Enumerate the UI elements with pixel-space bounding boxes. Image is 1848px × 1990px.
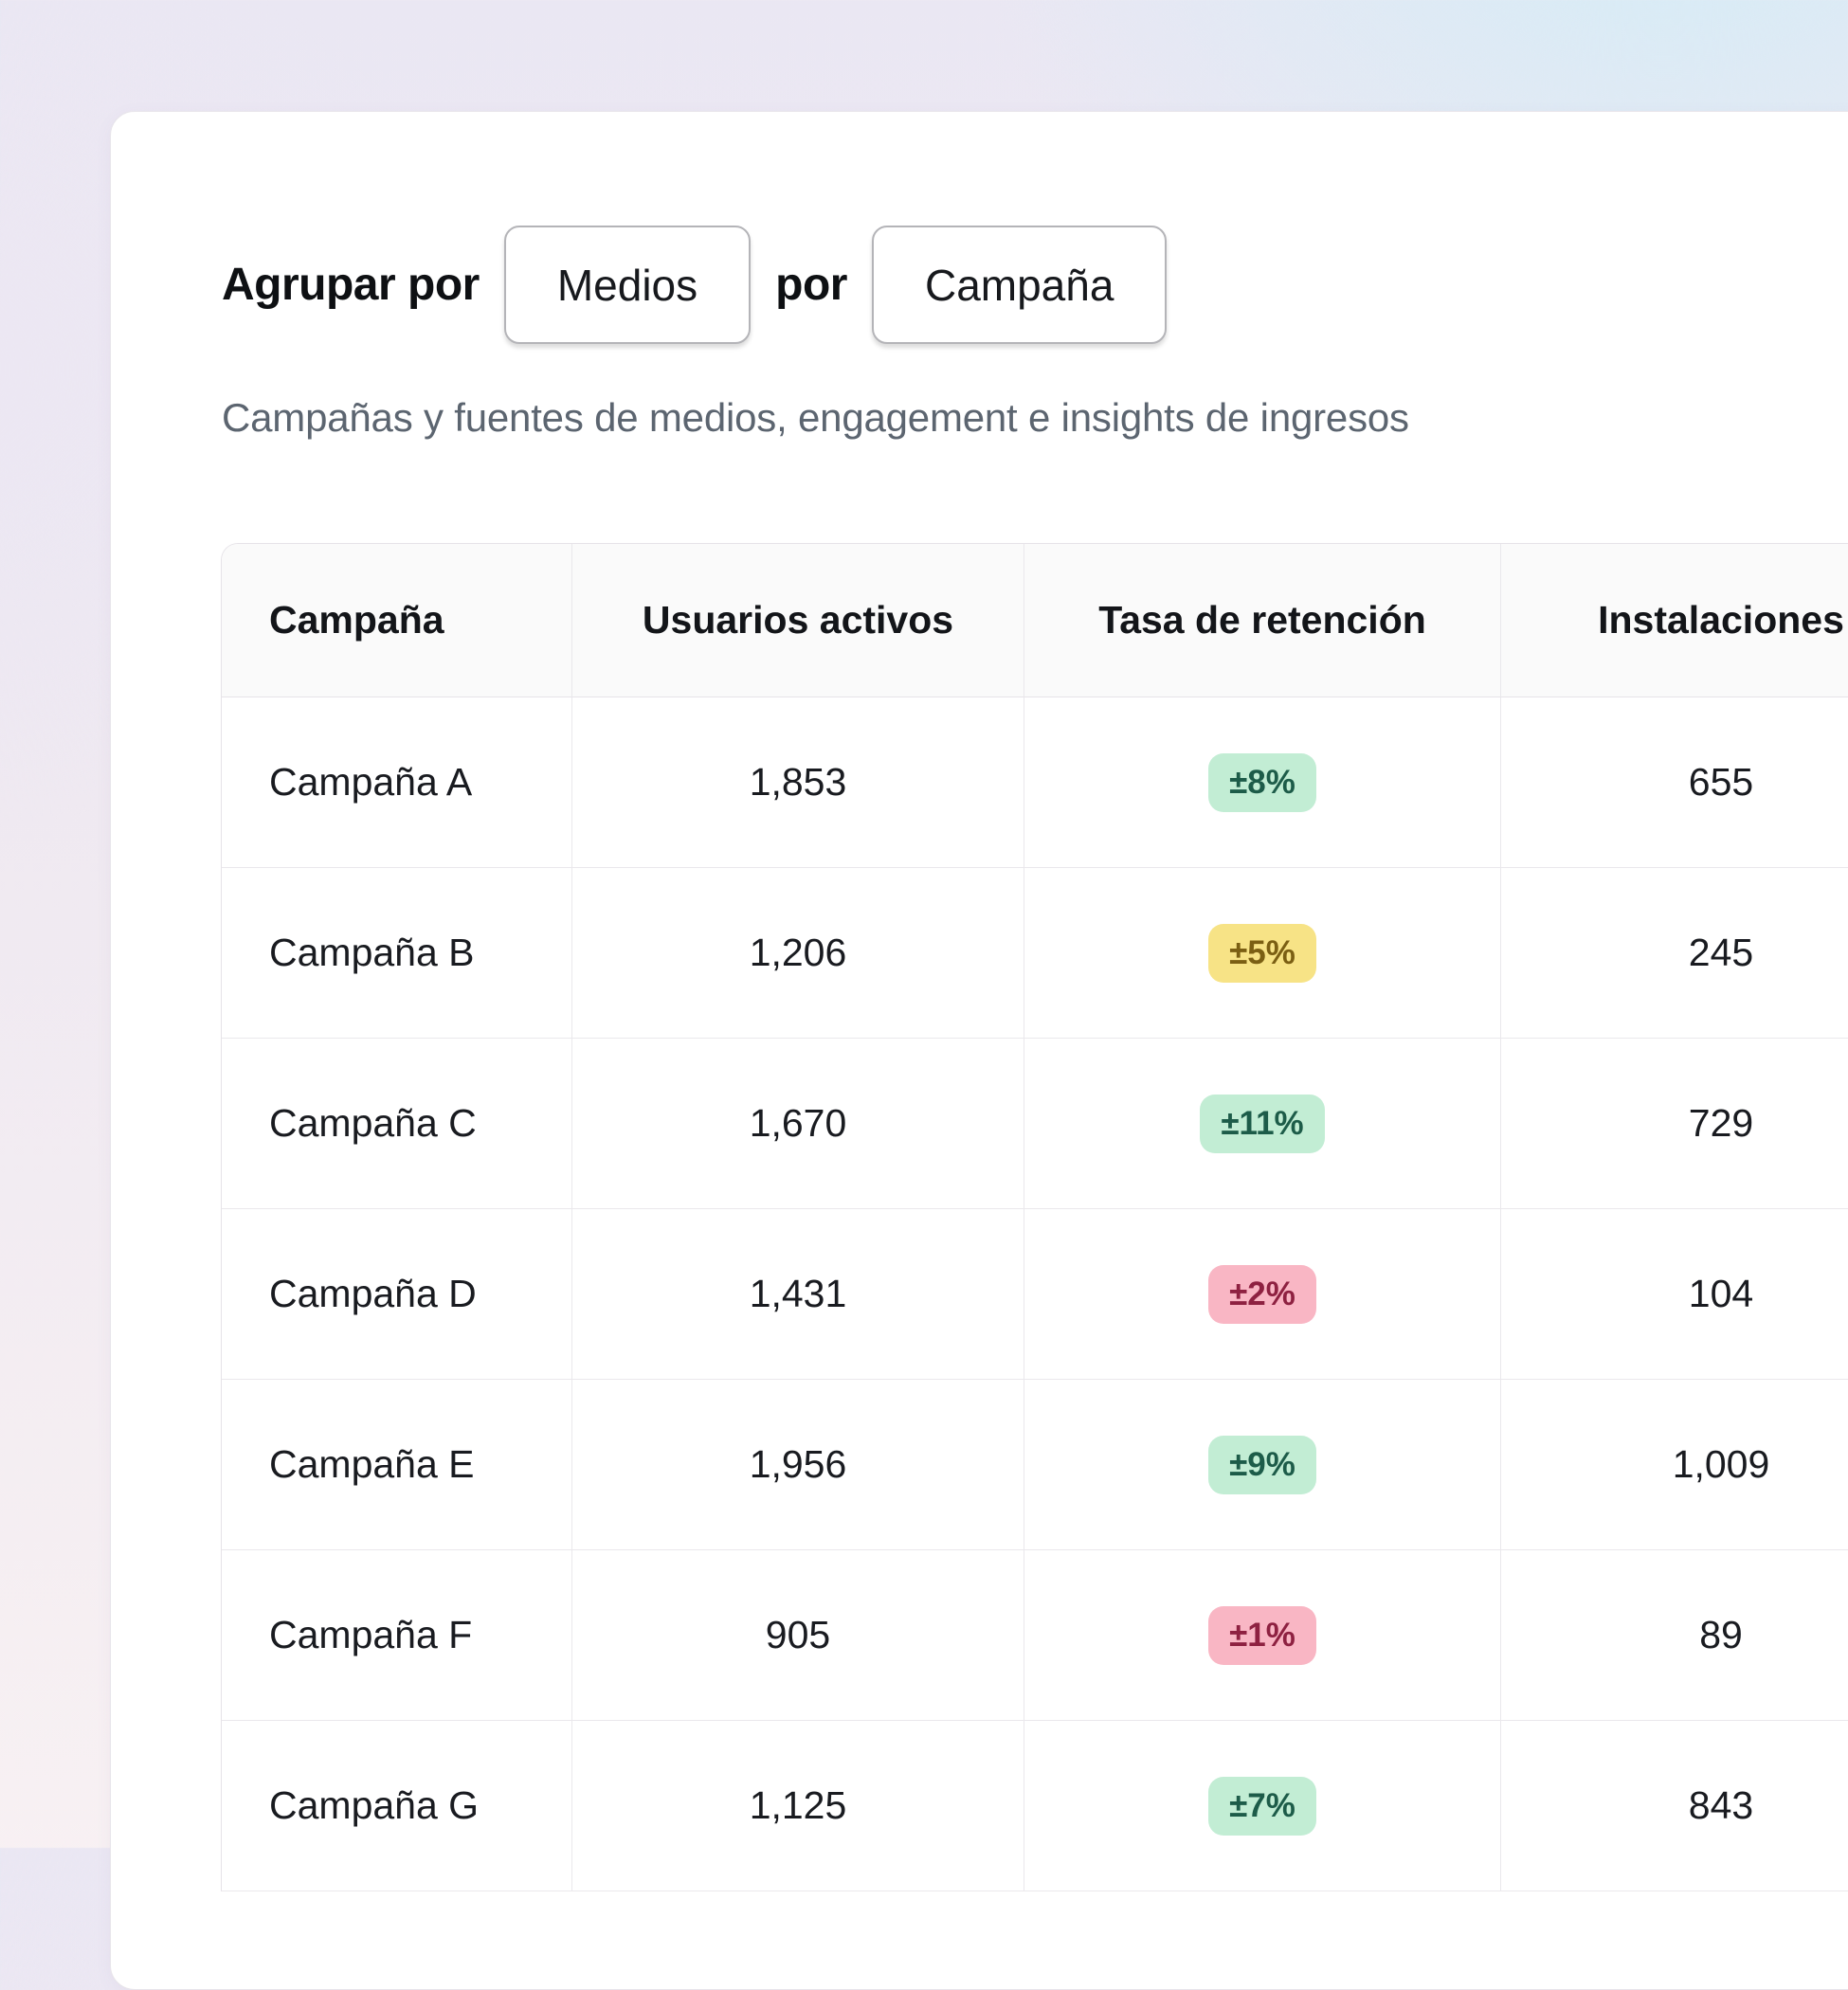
campaign-name-cell: Campaña G: [222, 1721, 572, 1891]
column-header-4: Instalaciones: [1501, 544, 1848, 697]
retention-cell: ±7%: [1024, 1721, 1501, 1891]
retention-cell: ±1%: [1024, 1550, 1501, 1721]
column-header-2: Usuarios activos: [572, 544, 1024, 697]
secondary-group-select[interactable]: Campaña: [871, 226, 1168, 344]
retention-badge: ±8%: [1208, 752, 1316, 812]
installs-cell: 104: [1501, 1209, 1848, 1380]
installs-cell: 1,009: [1501, 1380, 1848, 1550]
campaign-name-cell: Campaña A: [222, 697, 572, 868]
retention-badge: ±7%: [1208, 1776, 1316, 1836]
installs-cell: 843: [1501, 1721, 1848, 1891]
active-users-cell: 1,956: [572, 1380, 1024, 1550]
campaign-table: Campaña Usuarios activos Tasa de retención…: [221, 543, 1848, 1891]
retention-badge: ±2%: [1208, 1264, 1316, 1324]
primary-group-select[interactable]: Medios: [503, 226, 752, 344]
campaign-name-cell: Campaña E: [222, 1380, 572, 1550]
installs-cell: 655: [1501, 697, 1848, 868]
retention-badge: ±9%: [1208, 1435, 1316, 1494]
group-by-controls: Agrupar por Medios por Campaña: [222, 226, 1848, 344]
report-subtitle: Campañas y fuentes de medios, engagement…: [222, 395, 1409, 440]
retention-cell: ±9%: [1024, 1380, 1501, 1550]
retention-cell: ±8%: [1024, 697, 1501, 868]
retention-badge: ±11%: [1200, 1094, 1325, 1153]
retention-cell: ±2%: [1024, 1209, 1501, 1380]
active-users-cell: 1,125: [572, 1721, 1024, 1891]
group-by-connector-label: por: [775, 260, 847, 310]
campaign-name-cell: Campaña D: [222, 1209, 572, 1380]
column-header-1: Campaña: [222, 544, 572, 697]
campaign-name-cell: Campaña B: [222, 868, 572, 1039]
installs-cell: 729: [1501, 1039, 1848, 1209]
installs-cell: 89: [1501, 1550, 1848, 1721]
group-by-label: Agrupar por: [222, 260, 480, 310]
retention-badge: ±5%: [1208, 923, 1316, 983]
active-users-cell: 1,670: [572, 1039, 1024, 1209]
retention-cell: ±11%: [1024, 1039, 1501, 1209]
column-header-3: Tasa de retención: [1024, 544, 1501, 697]
active-users-cell: 1,853: [572, 697, 1024, 868]
active-users-cell: 1,206: [572, 868, 1024, 1039]
campaign-name-cell: Campaña F: [222, 1550, 572, 1721]
installs-cell: 245: [1501, 868, 1848, 1039]
active-users-cell: 905: [572, 1550, 1024, 1721]
active-users-cell: 1,431: [572, 1209, 1024, 1380]
retention-cell: ±5%: [1024, 868, 1501, 1039]
campaign-name-cell: Campaña C: [222, 1039, 572, 1209]
report-card: Agrupar por Medios por Campaña Campañas …: [110, 111, 1848, 1990]
retention-badge: ±1%: [1208, 1605, 1316, 1665]
